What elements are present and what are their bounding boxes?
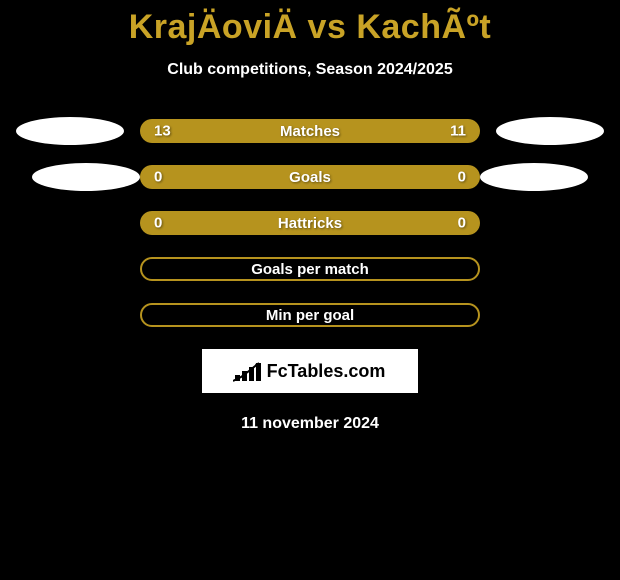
stat-value-right: 0 — [458, 215, 466, 232]
stat-bar: 13 Matches 11 — [140, 119, 480, 143]
stat-bar: Min per goal — [140, 303, 480, 327]
logo-text: FcTables.com — [267, 361, 386, 382]
stat-label: Min per goal — [266, 307, 354, 324]
site-logo: FcTables.com — [202, 349, 418, 393]
stat-row: Min per goal — [0, 303, 620, 327]
stat-value-left: 13 — [154, 123, 171, 140]
stat-value-right: 11 — [450, 123, 466, 140]
stat-row: 0 Hattricks 0 — [0, 211, 620, 235]
snapshot-date: 11 november 2024 — [0, 415, 620, 433]
stat-label: Matches — [280, 123, 340, 140]
page-subtitle: Club competitions, Season 2024/2025 — [0, 61, 620, 79]
page-title: KrajÄoviÄ vs KachÃºt — [0, 0, 620, 47]
logo-trendline-icon — [233, 361, 263, 383]
player-left-marker — [16, 117, 124, 145]
stat-label: Hattricks — [278, 215, 342, 232]
stat-value-right: 0 — [458, 169, 466, 186]
stat-row: 13 Matches 11 — [0, 119, 620, 143]
stat-value-left: 0 — [154, 215, 162, 232]
player-left-marker — [32, 163, 140, 191]
stat-bar: 0 Goals 0 — [140, 165, 480, 189]
player-right-marker — [496, 117, 604, 145]
stat-row: Goals per match — [0, 257, 620, 281]
stat-rows: 13 Matches 11 0 Goals 0 0 Hattricks 0 Goals per m… — [0, 119, 620, 327]
player-right-marker — [480, 163, 588, 191]
stat-row: 0 Goals 0 — [0, 165, 620, 189]
stat-label: Goals — [289, 169, 331, 186]
stat-value-left: 0 — [154, 169, 162, 186]
stat-bar: Goals per match — [140, 257, 480, 281]
stat-bar: 0 Hattricks 0 — [140, 211, 480, 235]
stat-label: Goals per match — [251, 261, 369, 278]
logo-chart-icon — [235, 361, 261, 381]
